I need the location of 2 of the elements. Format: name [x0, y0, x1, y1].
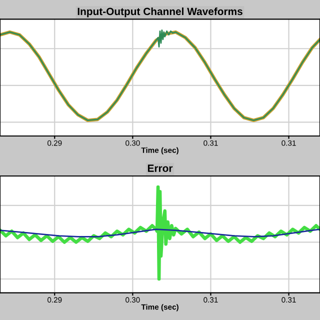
- chart-title: Input-Output Channel Waveforms: [78, 7, 242, 18]
- chart-title: Error: [148, 164, 173, 172]
